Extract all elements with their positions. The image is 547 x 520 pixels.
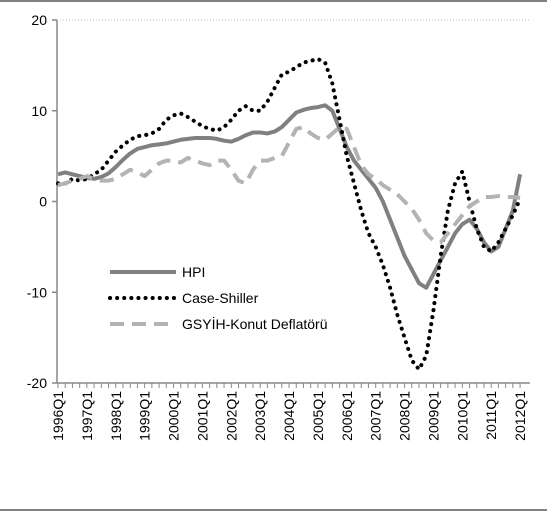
x-tick-label: 2005Q1	[310, 391, 326, 441]
x-tick-label: 1998Q1	[108, 391, 124, 441]
y-tick-label: 20	[31, 12, 47, 28]
x-tick-label: 1996Q1	[50, 391, 66, 441]
legend-label: GSYİH-Konut Deflatörü	[182, 315, 328, 332]
series-line	[57, 103, 523, 290]
x-tick-label: 2009Q1	[425, 391, 441, 441]
x-tick-label: 2003Q1	[252, 391, 268, 441]
y-tick-label: 10	[31, 103, 47, 119]
x-tick-label: 1999Q1	[137, 391, 153, 441]
x-tick-label: 2012Q1	[512, 391, 528, 441]
y-tick-label: -10	[27, 284, 47, 300]
x-tick-label: 2000Q1	[166, 391, 182, 441]
x-tick-label: 2001Q1	[194, 391, 210, 441]
series-line	[57, 125, 521, 245]
y-tick-label: 0	[39, 194, 47, 210]
x-tick-label: 2011Q1	[483, 391, 499, 440]
x-tick-label: 1997Q1	[79, 391, 95, 441]
legend-label: HPI	[182, 264, 205, 280]
legend-label: Case-Shiller	[182, 290, 259, 306]
x-tick-label: 2007Q1	[368, 391, 384, 441]
x-tick-label: 2002Q1	[223, 391, 239, 441]
x-tick-label: 2010Q1	[454, 391, 470, 441]
x-tick-label: 2004Q1	[281, 391, 297, 441]
y-tick-label: -20	[27, 375, 47, 391]
x-tick-label: 2008Q1	[397, 391, 413, 441]
x-tick-label: 2006Q1	[339, 391, 355, 441]
